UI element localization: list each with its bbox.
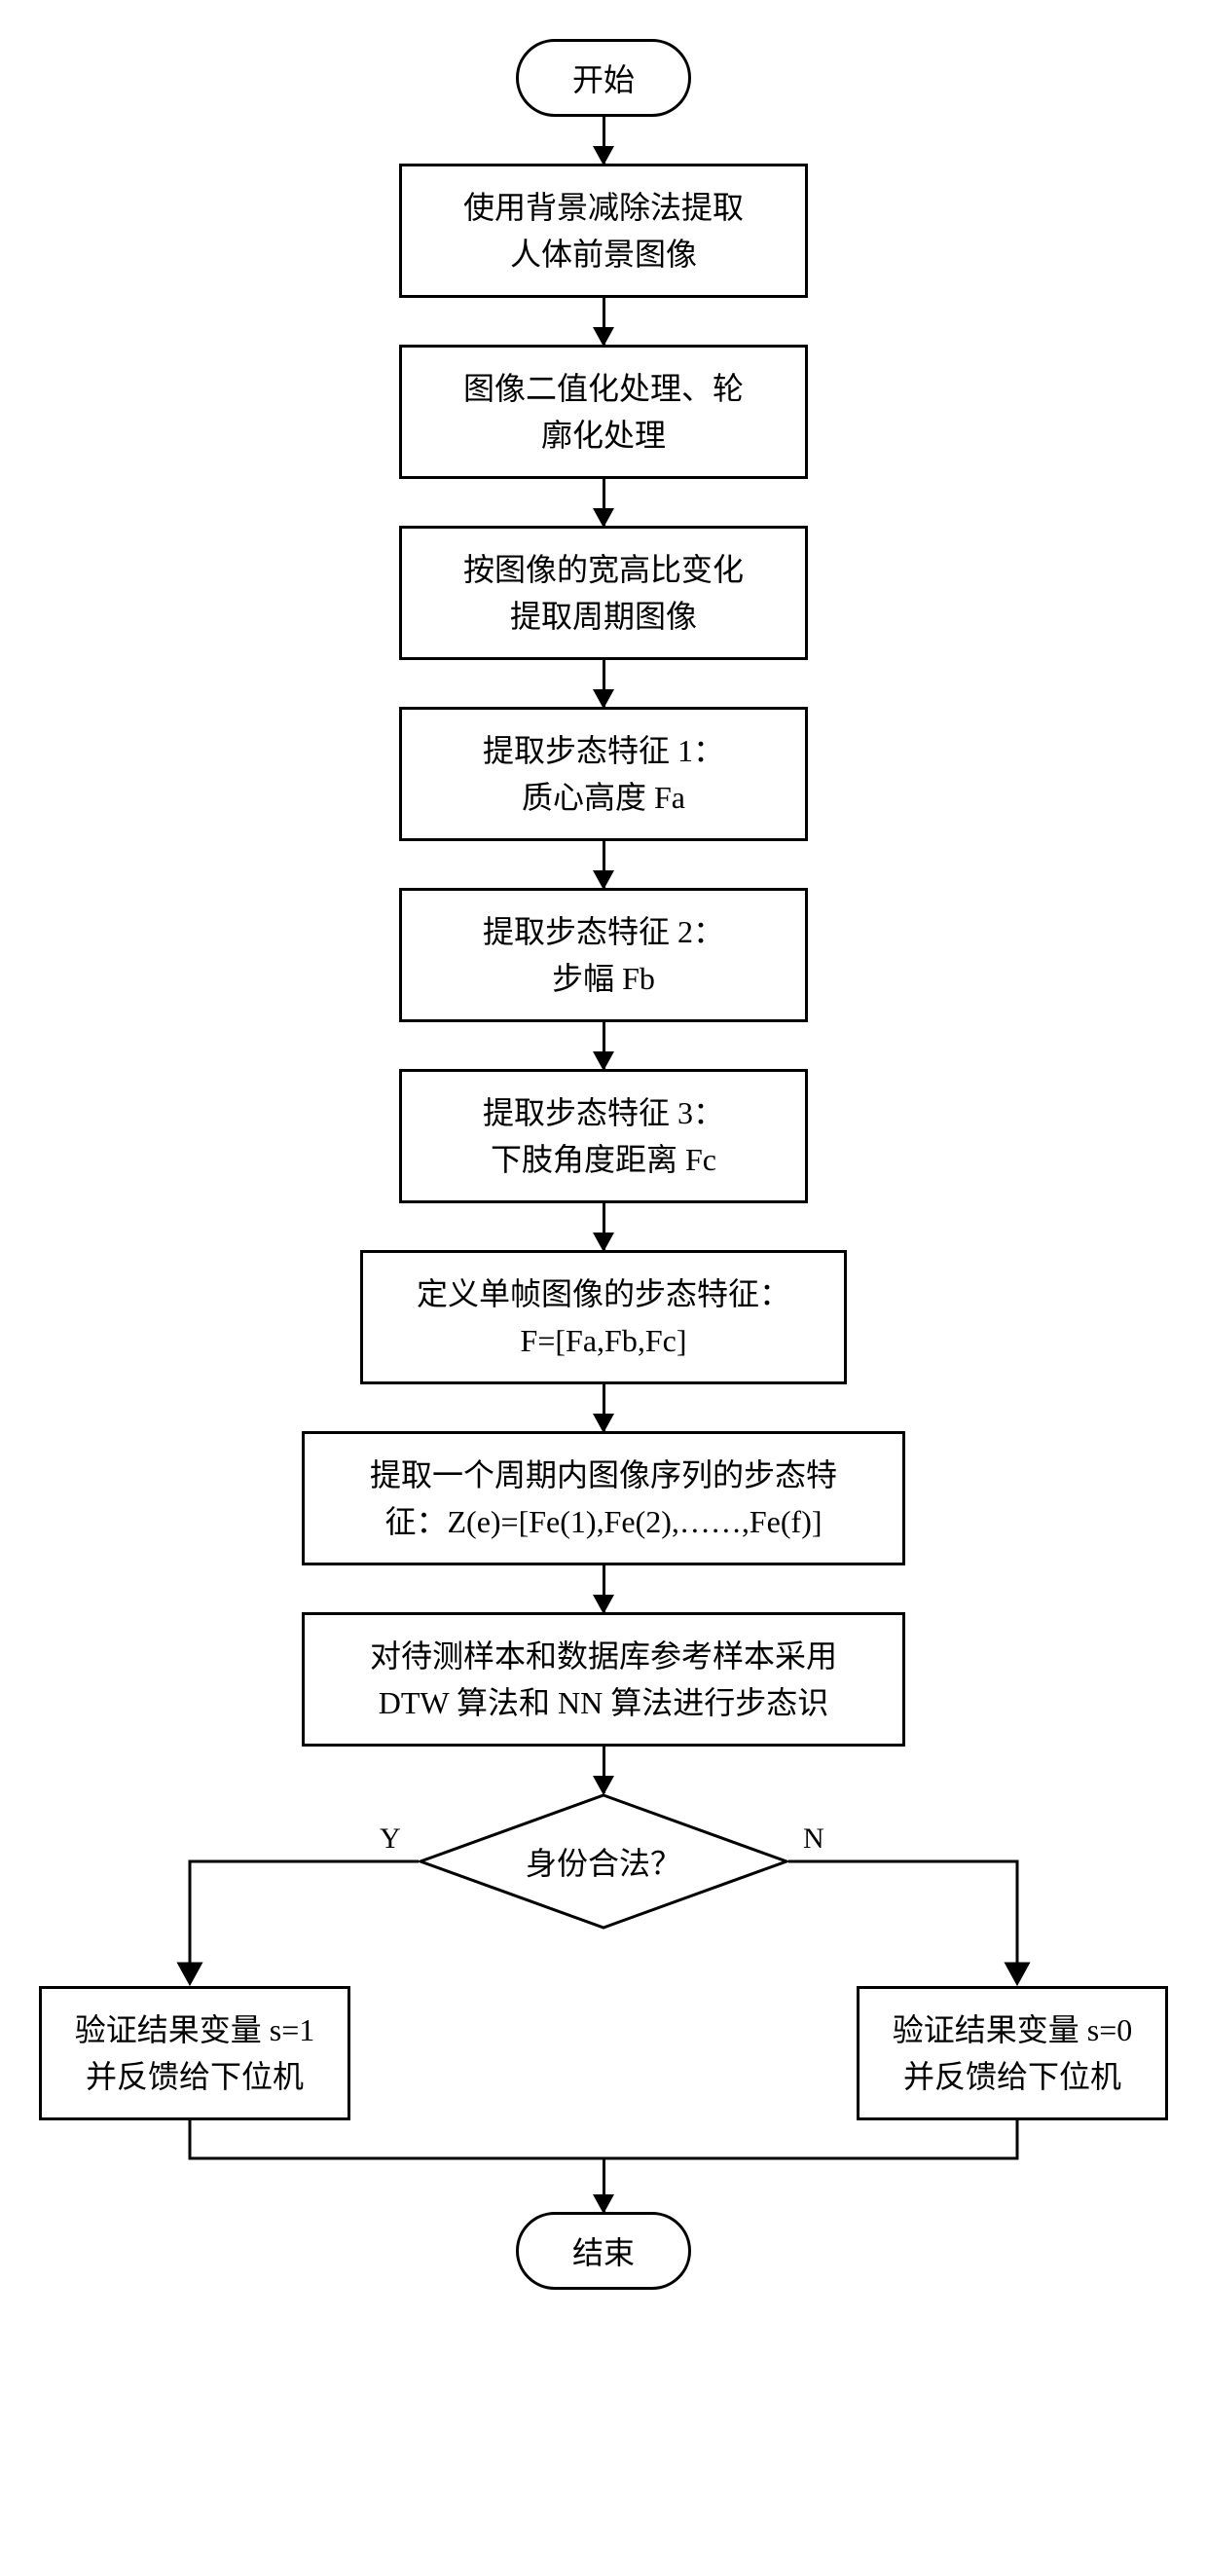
flowchart-container: 开始 使用背景减除法提取 人体前景图像 图像二值化处理、轮 廓化处理 按图像的宽… <box>19 39 1188 2290</box>
arrow <box>603 1565 605 1612</box>
text: 使用背景减除法提取 <box>463 190 744 225</box>
arrow <box>603 660 605 707</box>
arrow <box>603 298 605 345</box>
text: 下肢角度距离 Fc <box>491 1142 716 1177</box>
decision-label: 身份合法？ <box>526 1839 681 1884</box>
step-binarize: 图像二值化处理、轮 廓化处理 <box>399 345 808 479</box>
text: 质心高度 Fa <box>522 780 685 815</box>
text: 验证结果变量 s=0 <box>893 2012 1133 2047</box>
start-label: 开始 <box>572 62 635 97</box>
text: 征：Z(e)=[Fe(1),Fe(2),……,Fe(f)] <box>384 1504 822 1539</box>
step-feature-fc: 提取步态特征 3： 下肢角度距离 Fc <box>399 1069 808 1203</box>
end-terminator: 结束 <box>516 2212 691 2290</box>
text: 定义单帧图像的步态特征： <box>417 1276 790 1311</box>
step-feature-fa: 提取步态特征 1： 质心高度 Fa <box>399 707 808 841</box>
step-dtw-nn: 对待测样本和数据库参考样本采用 DTW 算法和 NN 算法进行步态识 <box>302 1612 905 1747</box>
step-sequence-feature: 提取一个周期内图像序列的步态特 征：Z(e)=[Fe(1),Fe(2),……,F… <box>302 1431 905 1565</box>
arrow <box>603 841 605 888</box>
no-label: N <box>803 1822 824 1856</box>
step-bg-subtract: 使用背景减除法提取 人体前景图像 <box>399 164 808 298</box>
text: 提取周期图像 <box>510 599 697 634</box>
arrow <box>603 1747 605 1793</box>
arrow <box>603 2158 605 2212</box>
text: 图像二值化处理、轮 <box>463 371 744 406</box>
text: 人体前景图像 <box>510 237 697 272</box>
text: 提取步态特征 1： <box>483 733 724 768</box>
text: 提取步态特征 2： <box>483 914 724 949</box>
arrow <box>603 1384 605 1431</box>
text: 步幅 Fb <box>552 961 655 996</box>
text: 并反馈给下位机 <box>903 2059 1121 2094</box>
end-label: 结束 <box>572 2235 635 2270</box>
text: 廓化处理 <box>541 418 666 453</box>
text: F=[Fa,Fb,Fc] <box>521 1323 687 1358</box>
text: DTW 算法和 NN 算法进行步态识 <box>379 1685 829 1720</box>
text: 按图像的宽高比变化 <box>463 552 744 587</box>
start-terminator: 开始 <box>516 39 691 117</box>
text: 验证结果变量 s=1 <box>75 2012 315 2047</box>
branch-yes-box: 验证结果变量 s=1 并反馈给下位机 <box>39 1986 350 2120</box>
arrow <box>603 1203 605 1250</box>
text: 提取步态特征 3： <box>483 1095 724 1130</box>
arrow <box>603 117 605 164</box>
text: 并反馈给下位机 <box>86 2059 304 2094</box>
branch-no-box: 验证结果变量 s=0 并反馈给下位机 <box>857 1986 1168 2120</box>
arrow <box>603 1022 605 1069</box>
decision-identity-valid: 身份合法？ <box>419 1793 788 1930</box>
text: 对待测样本和数据库参考样本采用 <box>370 1638 837 1674</box>
yes-label: Y <box>380 1822 401 1856</box>
step-frame-feature: 定义单帧图像的步态特征： F=[Fa,Fb,Fc] <box>360 1250 847 1384</box>
text: 提取一个周期内图像序列的步态特 <box>370 1457 837 1492</box>
step-feature-fb: 提取步态特征 2： 步幅 Fb <box>399 888 808 1022</box>
branch-row: Y N 验证结果变量 s=1 并反馈给下位机 验证结果变量 s=0 并反馈给下位… <box>19 1930 1188 2183</box>
step-period-extract: 按图像的宽高比变化 提取周期图像 <box>399 526 808 660</box>
arrow <box>603 479 605 526</box>
